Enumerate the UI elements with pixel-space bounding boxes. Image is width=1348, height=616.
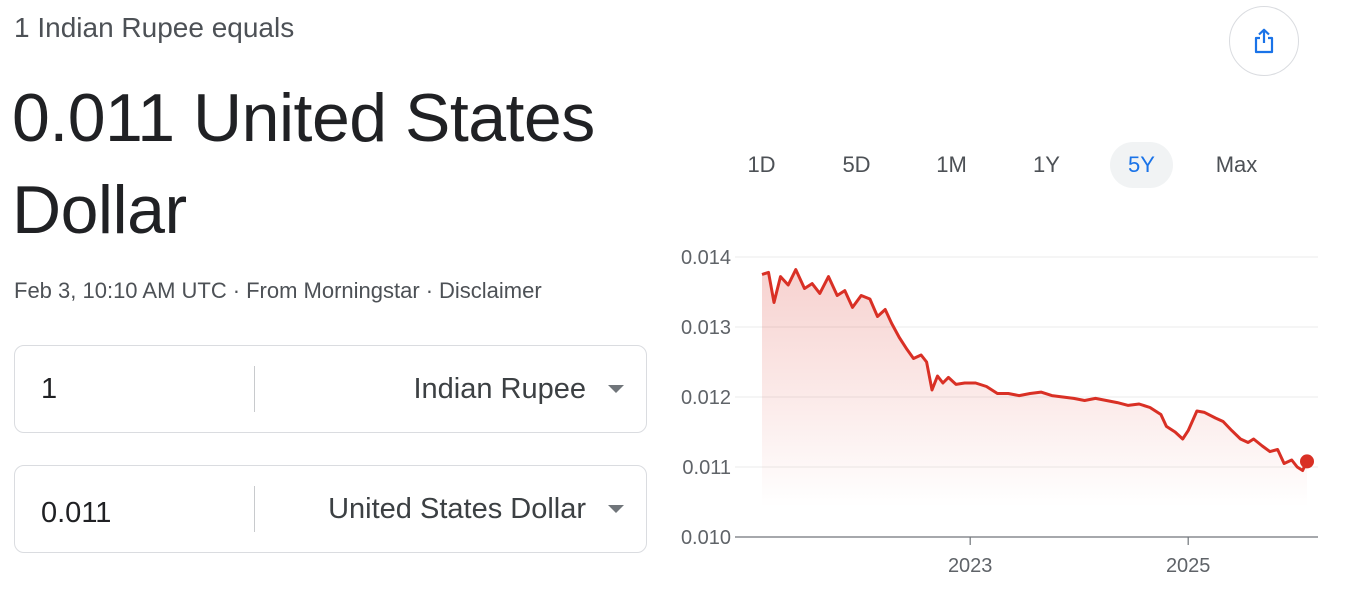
timestamp: Feb 3, 10:10 AM UTC xyxy=(14,278,227,303)
result-subtitle: 1 Indian Rupee equals xyxy=(14,12,295,43)
share-icon xyxy=(1254,28,1274,54)
divider xyxy=(254,486,255,532)
source-text: From Morningstar xyxy=(246,278,420,303)
range-tab-1d[interactable]: 1D xyxy=(714,141,809,189)
to-currency-label: United States Dollar xyxy=(328,492,586,525)
range-selector: 1D 5D 1M 1Y 5Y Max xyxy=(714,141,1284,189)
range-tab-1y[interactable]: 1Y xyxy=(999,141,1094,189)
y-tick-label: 0.014 xyxy=(681,247,731,269)
exchange-rate-chart: 0.014 0.013 0.012 0.011 0.010 2023 2025 xyxy=(681,247,1318,577)
from-converter-row: Indian Rupee xyxy=(14,345,647,433)
dropdown-caret-icon xyxy=(608,505,624,513)
share-button[interactable] xyxy=(1229,6,1299,76)
area-fill xyxy=(762,269,1307,507)
to-currency-select[interactable]: United States Dollar xyxy=(328,466,624,552)
from-currency-select[interactable]: Indian Rupee xyxy=(413,346,624,432)
y-tick-label: 0.010 xyxy=(681,527,731,549)
range-tab-max[interactable]: Max xyxy=(1189,141,1284,189)
range-tab-label: 1D xyxy=(747,152,776,177)
from-currency-label: Indian Rupee xyxy=(413,372,586,405)
separator: · xyxy=(425,278,434,303)
from-amount-input[interactable] xyxy=(41,346,241,432)
range-tab-1m[interactable]: 1M xyxy=(904,141,999,189)
meta-line: Feb 3, 10:10 AM UTC · From Morningstar · Dis… xyxy=(14,278,542,304)
rate-line xyxy=(761,268,1309,472)
x-tick-label: 2023 xyxy=(948,555,993,577)
result-value: 0.011 United States Dollar xyxy=(12,80,595,248)
y-tick-label: 0.013 xyxy=(681,317,731,339)
range-tab-label: 5Y xyxy=(1110,142,1173,188)
range-tab-label: Max xyxy=(1215,152,1258,177)
y-tick-label: 0.012 xyxy=(681,387,731,409)
range-tab-label: 5D xyxy=(842,152,871,177)
disclaimer-link[interactable]: Disclaimer xyxy=(439,278,542,303)
to-amount-input[interactable] xyxy=(41,470,241,556)
range-tab-label: 1M xyxy=(936,152,967,177)
to-converter-row: United States Dollar xyxy=(14,465,647,556)
divider xyxy=(254,366,255,412)
range-tab-5y[interactable]: 5Y xyxy=(1094,141,1189,189)
range-tab-label: 1Y xyxy=(1033,152,1060,177)
dropdown-caret-icon xyxy=(608,385,624,393)
x-tick-label: 2025 xyxy=(1166,555,1211,577)
range-tab-5d[interactable]: 5D xyxy=(809,141,904,189)
y-tick-label: 0.011 xyxy=(682,457,731,479)
separator: · xyxy=(232,278,241,303)
current-point-marker xyxy=(1300,454,1314,469)
